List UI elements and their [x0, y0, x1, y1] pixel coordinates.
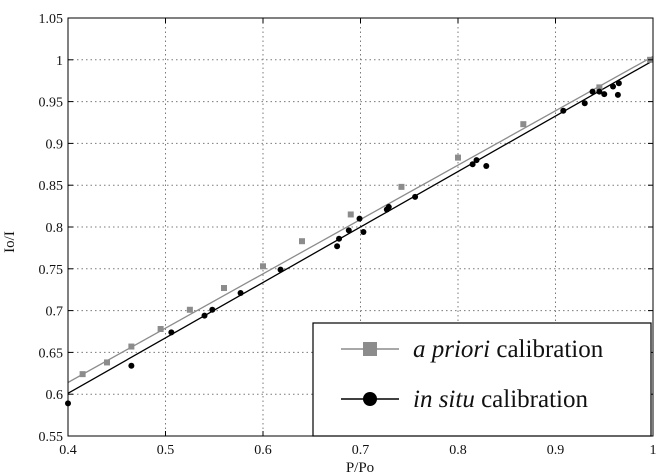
y-tick-label: 1 [56, 54, 63, 69]
data-point-in-situ [209, 306, 216, 313]
y-tick-label: 0.95 [39, 96, 64, 111]
y-tick-label: 0.8 [46, 221, 64, 236]
data-point-in-situ [168, 329, 175, 336]
x-tick-label: 0.8 [449, 443, 467, 458]
data-point-in-situ [201, 312, 208, 319]
data-points [65, 56, 654, 407]
data-point-in-situ [345, 227, 352, 234]
tick-labels: 0.4 0.5 0.6 0.7 0.8 0.9 1 0.55 0.6 0.65 0.7 0.75 0.8… [39, 12, 657, 458]
data-point-a-priori [520, 121, 527, 128]
data-point-a-priori [79, 371, 86, 378]
y-tick-label: 0.9 [46, 137, 64, 152]
y-tick-label: 1.05 [39, 12, 64, 27]
y-tick-label: 0.7 [46, 305, 64, 320]
legend-label-in-situ-suffix: calibration [475, 386, 589, 413]
y-tick-label: 0.65 [39, 346, 64, 361]
legend-marker-a-priori [363, 342, 377, 356]
y-tick-label: 0.75 [39, 263, 64, 278]
x-tick-label: 0.5 [157, 443, 175, 458]
data-point-a-priori [260, 263, 266, 270]
y-tick-label: 0.85 [39, 179, 64, 194]
x-tick-label: 0.6 [254, 443, 272, 458]
data-point-a-priori [186, 306, 193, 313]
data-point-in-situ [581, 100, 588, 107]
data-point-in-situ [610, 83, 617, 90]
x-tick-label: 0.4 [59, 443, 77, 458]
legend-label-in-situ: in situ calibration [413, 386, 588, 413]
fit-line-series-1 [67, 60, 654, 394]
data-point-in-situ [412, 193, 419, 200]
legend-marker-in-situ [363, 392, 377, 406]
data-point-a-priori [455, 154, 461, 161]
data-point-in-situ [277, 266, 284, 273]
x-tick-label: 0.7 [352, 443, 370, 458]
data-point-in-situ [615, 80, 622, 87]
data-point-a-priori [347, 211, 354, 218]
data-point-in-situ [385, 203, 392, 210]
data-point-a-priori [299, 238, 305, 245]
data-point-in-situ [334, 243, 341, 250]
x-tick-label: 0.9 [547, 443, 565, 458]
data-point-in-situ [483, 162, 490, 169]
data-point-in-situ [237, 290, 244, 297]
data-point-in-situ [596, 88, 603, 95]
data-point-a-priori [104, 359, 110, 366]
data-point-in-situ [560, 107, 567, 114]
legend-label-a-priori-suffix: calibration [490, 336, 604, 363]
data-point-in-situ [356, 215, 363, 222]
data-point-a-priori [221, 285, 227, 292]
x-tick-label: 1 [650, 443, 657, 458]
legend-label-a-priori: a priori calibration [413, 336, 604, 363]
data-point-in-situ [614, 91, 621, 98]
legend-label-a-priori-name: a priori [413, 336, 490, 363]
y-tick-label: 0.55 [39, 430, 64, 445]
data-point-in-situ [589, 88, 596, 95]
axis-ticks [67, 17, 654, 437]
x-axis-label: P/Po [346, 460, 374, 476]
data-point-in-situ [336, 235, 343, 242]
data-point-a-priori [157, 325, 164, 332]
data-point-a-priori [596, 84, 603, 91]
data-point-a-priori [398, 183, 405, 190]
data-point-in-situ [128, 362, 135, 369]
data-point-in-situ [601, 91, 608, 98]
y-tick-label: 0.6 [46, 388, 64, 403]
data-point-in-situ [469, 161, 476, 168]
legend-label-in-situ-name: in situ [413, 386, 475, 413]
y-axis-label: Io/I [2, 231, 18, 253]
legend-box [312, 322, 652, 437]
legend: a priori calibration in situ calibration [312, 322, 652, 437]
data-point-a-priori [128, 343, 135, 350]
data-point-in-situ [473, 157, 480, 164]
data-point-in-situ [360, 229, 367, 236]
